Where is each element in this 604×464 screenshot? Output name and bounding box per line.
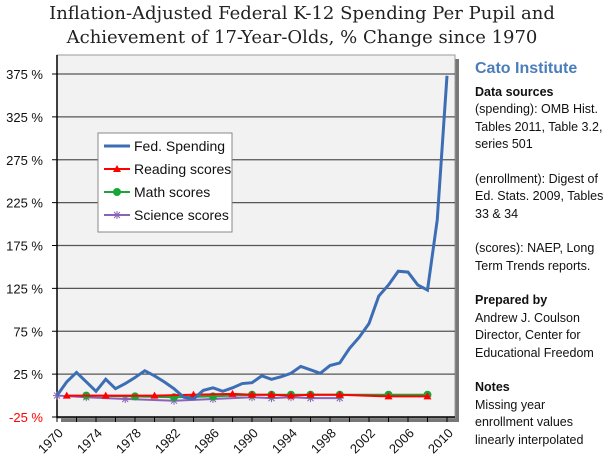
- data-point-reading-scores: [306, 390, 315, 398]
- y-tick-label: 125 %: [6, 281, 43, 296]
- scores-source: (scores): NAEP, Long Term Trends reports…: [475, 241, 595, 273]
- series-reading-scores: [62, 389, 432, 400]
- brand-name: Cato Institute: [475, 60, 578, 77]
- series-line-reading-scores: [66, 392, 428, 398]
- data-point-science-scores: [121, 394, 130, 403]
- y-tick-label: 175 %: [6, 239, 43, 254]
- notes-heading: Notes: [475, 380, 510, 394]
- data-point-reading-scores: [287, 391, 295, 399]
- legend-label: Fed. Spending: [134, 138, 225, 154]
- x-tick-label: 2010: [425, 425, 456, 456]
- sources-heading: Data sources: [475, 84, 554, 99]
- y-tick-label: -25 %: [9, 410, 43, 425]
- series-line-fed-spending: [55, 75, 449, 401]
- y-tick-label: 25 %: [13, 367, 43, 382]
- y-tick-label: 275 %: [6, 153, 43, 168]
- prepared-role: Director, Center for Educational Freedom: [475, 328, 594, 360]
- series-fed-spending: [55, 75, 449, 401]
- y-tick-label: 375 %: [6, 67, 43, 82]
- data-point-reading-scores: [62, 391, 71, 399]
- x-tick-label: 1974: [74, 425, 105, 456]
- data-point-reading-scores: [335, 390, 344, 398]
- plot-area: [56, 54, 456, 419]
- data-point-reading-scores: [150, 391, 159, 399]
- legend-label: Science scores: [134, 207, 229, 223]
- chart: -25 % 25 % 75 % 125 % 175 % 225 % 275 % 325 % 37…: [6, 54, 459, 456]
- data-point-reading-scores: [228, 389, 237, 397]
- title-line-2: Achievement of 17-Year-Olds, % Change si…: [66, 27, 538, 48]
- y-tick-label: 325 %: [6, 110, 43, 125]
- data-point-reading-scores: [423, 392, 432, 400]
- x-tick-label: 1986: [191, 425, 222, 456]
- prepared-name: Andrew J. Coulson: [475, 310, 580, 325]
- data-point-science-scores: [53, 391, 61, 400]
- data-point-reading-scores: [384, 392, 393, 400]
- y-tick-label: 75 %: [13, 324, 43, 339]
- x-tick-label: 1970: [35, 425, 66, 456]
- x-tick-label: 1990: [230, 425, 261, 456]
- chart-title: Inflation-Adjusted Federal K-12 Spending…: [0, 2, 604, 50]
- legend-marker: [113, 165, 121, 172]
- legend: Fed. Spending Reading scores Math scores Sc…: [97, 132, 233, 233]
- prepared-heading: Prepared by: [475, 293, 548, 307]
- spending-source: (spending): OMB Hist. Tables 2011, Table…: [475, 102, 603, 151]
- notes-text: Missing year enrollment values linearly …: [475, 397, 584, 447]
- legend-label: Reading scores: [134, 161, 231, 177]
- legend-label: Math scores: [134, 184, 210, 200]
- x-tick-label: 1982: [152, 425, 183, 456]
- data-point-reading-scores: [101, 391, 110, 399]
- x-tick-label: 1978: [113, 425, 144, 456]
- x-tick-label: 1994: [269, 425, 300, 456]
- data-point-reading-scores: [267, 390, 276, 398]
- x-tick-label: 1998: [308, 425, 339, 456]
- enrollment-source: (enrollment): Digest of Ed. Stats. 2009,…: [475, 171, 604, 221]
- title-line-1: Inflation-Adjusted Federal K-12 Spending…: [49, 3, 555, 24]
- x-tick-label: 2002: [347, 425, 378, 456]
- legend-marker: [113, 211, 121, 219]
- y-tick-label: 225 %: [6, 196, 43, 211]
- sidebar-notes: Cato Institute Data sources (spending): …: [475, 60, 604, 449]
- x-tick-label: 2006: [386, 425, 417, 456]
- legend-marker: [113, 188, 121, 196]
- data-point-reading-scores: [248, 390, 256, 398]
